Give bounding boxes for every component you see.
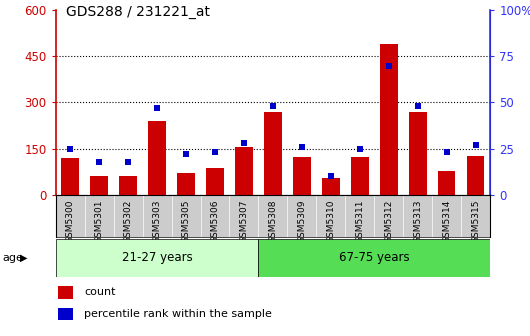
Text: GDS288 / 231221_at: GDS288 / 231221_at bbox=[66, 5, 210, 19]
Text: count: count bbox=[84, 287, 116, 297]
Text: 67-75 years: 67-75 years bbox=[339, 251, 410, 264]
Bar bbox=[351, 157, 368, 195]
Text: GSM5305: GSM5305 bbox=[182, 200, 190, 243]
Point bbox=[153, 106, 161, 111]
Text: GSM5309: GSM5309 bbox=[297, 200, 306, 243]
Text: GSM5301: GSM5301 bbox=[95, 200, 103, 243]
Point bbox=[211, 150, 219, 155]
Point bbox=[356, 146, 364, 151]
Bar bbox=[58, 286, 73, 299]
Text: ▶: ▶ bbox=[20, 253, 28, 263]
Bar bbox=[61, 158, 79, 195]
Bar bbox=[467, 156, 484, 195]
Point bbox=[413, 103, 422, 109]
Text: percentile rank within the sample: percentile rank within the sample bbox=[84, 309, 272, 319]
Text: GSM5308: GSM5308 bbox=[269, 200, 277, 243]
Text: GSM5313: GSM5313 bbox=[413, 200, 422, 243]
Point bbox=[124, 159, 132, 164]
Text: GSM5312: GSM5312 bbox=[384, 200, 393, 243]
Point bbox=[298, 144, 306, 150]
Point bbox=[472, 142, 480, 148]
Text: GSM5302: GSM5302 bbox=[123, 200, 132, 243]
Text: GSM5314: GSM5314 bbox=[443, 200, 451, 243]
Text: age: age bbox=[3, 253, 23, 263]
Point bbox=[95, 159, 103, 164]
Bar bbox=[235, 147, 253, 195]
Bar bbox=[58, 308, 73, 321]
Bar bbox=[264, 112, 281, 195]
Bar bbox=[119, 176, 137, 195]
Bar bbox=[178, 173, 195, 195]
Text: GSM5306: GSM5306 bbox=[210, 200, 219, 243]
Point bbox=[240, 140, 248, 146]
Bar bbox=[322, 178, 340, 195]
Text: GSM5310: GSM5310 bbox=[326, 200, 335, 243]
Point bbox=[326, 174, 335, 179]
Bar bbox=[409, 112, 427, 195]
Bar bbox=[56, 239, 259, 277]
Text: GSM5307: GSM5307 bbox=[240, 200, 249, 243]
Bar bbox=[259, 239, 490, 277]
Bar bbox=[293, 157, 311, 195]
Bar bbox=[91, 176, 108, 195]
Point bbox=[269, 103, 277, 109]
Text: GSM5315: GSM5315 bbox=[471, 200, 480, 243]
Point bbox=[182, 152, 190, 157]
Text: 21-27 years: 21-27 years bbox=[122, 251, 192, 264]
Point bbox=[443, 150, 451, 155]
Text: GSM5303: GSM5303 bbox=[153, 200, 162, 243]
Bar bbox=[438, 171, 455, 195]
Bar bbox=[148, 121, 166, 195]
Bar bbox=[380, 44, 398, 195]
Text: GSM5300: GSM5300 bbox=[66, 200, 75, 243]
Point bbox=[66, 146, 74, 151]
Bar bbox=[206, 168, 224, 195]
Text: GSM5311: GSM5311 bbox=[356, 200, 364, 243]
Point bbox=[385, 63, 393, 68]
